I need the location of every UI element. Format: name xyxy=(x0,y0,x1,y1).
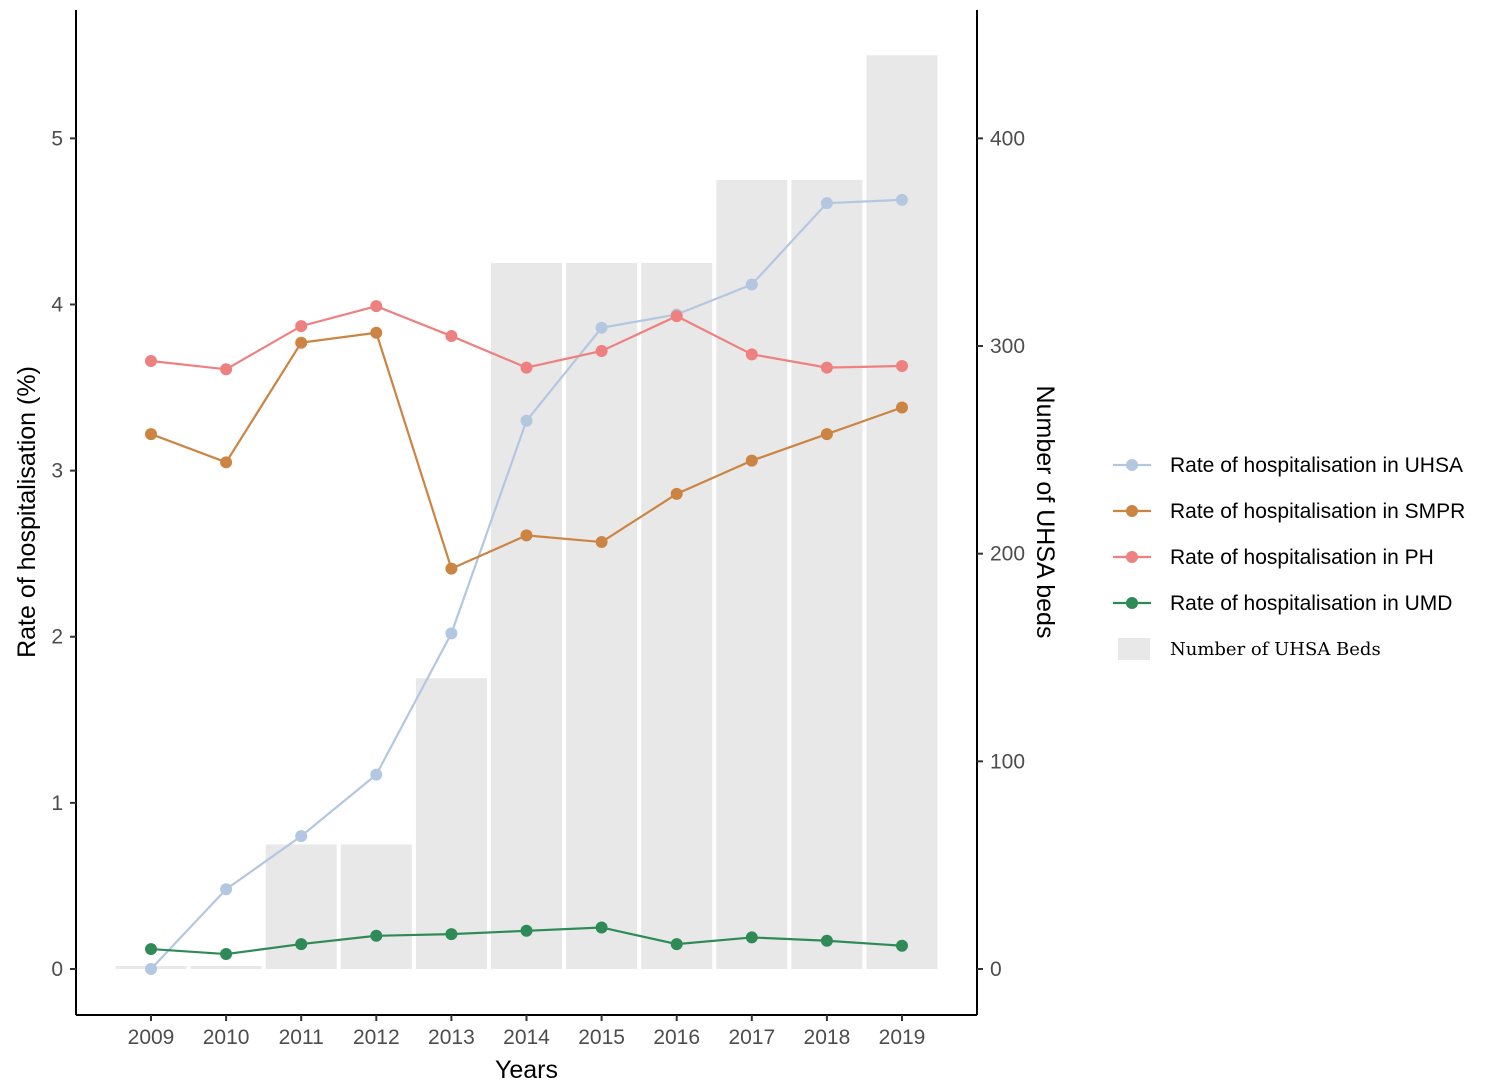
y-left-tick-label: 3 xyxy=(51,460,63,483)
series-point-3-2009 xyxy=(145,943,157,956)
y-left-tick-label: 4 xyxy=(51,293,63,316)
series-point-2-2018 xyxy=(820,361,833,374)
bar-2016 xyxy=(641,262,713,969)
series-point-3-2016 xyxy=(670,938,683,951)
y-right-tick-label: 200 xyxy=(990,543,1025,566)
series-point-1-2016 xyxy=(670,487,683,500)
series-point-3-2015 xyxy=(595,921,608,934)
series-point-0-2014 xyxy=(520,414,533,427)
x-tick-label: 2017 xyxy=(728,1026,775,1049)
series-point-1-2009 xyxy=(145,428,157,441)
legend-key-bar xyxy=(1118,638,1150,660)
bar-2015 xyxy=(566,262,638,969)
x-tick-label: 2009 xyxy=(128,1026,175,1049)
x-tick-label: 2014 xyxy=(503,1026,550,1049)
series-point-3-2019 xyxy=(896,939,908,952)
x-axis-title: Years xyxy=(495,1056,558,1082)
legend-key-point-1 xyxy=(1126,505,1138,517)
series-point-3-2017 xyxy=(745,931,758,944)
series-point-1-2019 xyxy=(896,401,908,414)
y-right-tick-label: 0 xyxy=(990,958,1002,981)
series-point-3-2014 xyxy=(520,924,533,937)
bar-2014 xyxy=(491,262,562,969)
series-point-1-2012 xyxy=(370,326,383,339)
bar-2013 xyxy=(415,678,487,969)
y-right-tick-label: 100 xyxy=(990,750,1025,773)
series-point-2-2013 xyxy=(445,330,458,343)
bar-2011 xyxy=(265,844,337,969)
x-tick-label: 2018 xyxy=(804,1026,851,1049)
y-left-tick-label: 1 xyxy=(51,792,63,815)
legend-label-3: Rate of hospitalisation in UMD xyxy=(1170,592,1452,615)
x-tick-label: 2016 xyxy=(653,1026,700,1049)
series-point-1-2015 xyxy=(595,536,608,549)
series-point-0-2009 xyxy=(145,963,157,975)
bar-2017 xyxy=(716,179,788,970)
series-point-0-2010 xyxy=(220,883,233,896)
y-right-axis-title: Number of UHSA beds xyxy=(1031,386,1059,639)
series-point-3-2010 xyxy=(220,948,233,961)
series-point-3-2018 xyxy=(820,934,833,947)
series-point-1-2017 xyxy=(745,454,758,467)
x-tick-label: 2019 xyxy=(879,1026,926,1049)
y-right-tick-label: 400 xyxy=(990,127,1025,150)
ticks-layer: 0 1 2 3 4 5 0 100 200 300 400 2009 2010 2011 2012 2013 2… xyxy=(51,127,1025,1049)
series-point-3-2012 xyxy=(370,929,383,942)
y-left-tick-label: 2 xyxy=(51,626,63,649)
legend-label-0: Rate of hospitalisation in UHSA xyxy=(1170,454,1463,477)
series-point-0-2017 xyxy=(745,278,758,291)
y-left-tick-label: 0 xyxy=(51,958,63,981)
series-point-0-2015 xyxy=(595,321,608,334)
series-point-2-2009 xyxy=(145,354,157,367)
bar-2010 xyxy=(190,966,262,969)
series-point-2-2011 xyxy=(295,320,308,333)
lines-layer xyxy=(145,193,908,975)
series-point-2-2019 xyxy=(896,359,908,372)
series-point-1-2013 xyxy=(445,562,458,575)
legend: Rate of hospitalisation in UHSA Rate of h… xyxy=(1113,454,1465,660)
series-point-1-2018 xyxy=(820,428,833,441)
series-point-0-2012 xyxy=(370,768,383,781)
y-right-tick-label: 300 xyxy=(990,335,1025,358)
x-tick-label: 2013 xyxy=(428,1026,475,1049)
bar-2018 xyxy=(791,179,863,970)
bars-layer xyxy=(115,55,938,970)
series-point-0-2013 xyxy=(445,627,458,640)
legend-key-point-0 xyxy=(1126,459,1138,471)
series-point-3-2013 xyxy=(445,928,458,941)
legend-key-point-3 xyxy=(1126,597,1138,609)
x-tick-label: 2012 xyxy=(353,1026,400,1049)
legend-key-point-2 xyxy=(1126,551,1138,563)
x-tick-label: 2015 xyxy=(578,1026,625,1049)
series-point-2-2010 xyxy=(220,363,233,376)
series-point-1-2011 xyxy=(295,336,308,349)
x-tick-label: 2011 xyxy=(279,1026,324,1049)
legend-label-bars: Number of UHSA Beds xyxy=(1170,639,1381,660)
series-point-0-2018 xyxy=(820,197,833,210)
series-point-1-2010 xyxy=(220,456,233,469)
legend-label-1: Rate of hospitalisation in SMPR xyxy=(1170,500,1465,523)
series-point-2-2014 xyxy=(520,361,533,374)
y-left-tick-label: 5 xyxy=(51,127,63,150)
series-point-3-2011 xyxy=(295,938,308,951)
series-point-1-2014 xyxy=(520,529,533,542)
series-point-0-2011 xyxy=(295,830,308,843)
legend-label-2: Rate of hospitalisation in PH xyxy=(1170,546,1434,569)
y-left-axis-title: Rate of hospitalisation (%) xyxy=(13,366,41,658)
series-point-2-2017 xyxy=(745,348,758,361)
x-tick-label: 2010 xyxy=(203,1026,250,1049)
series-point-2-2012 xyxy=(370,300,383,313)
bar-2019 xyxy=(866,55,938,970)
bar-2012 xyxy=(340,844,412,969)
series-point-2-2016 xyxy=(670,310,683,323)
series-point-2-2015 xyxy=(595,345,608,358)
series-point-0-2019 xyxy=(896,193,908,206)
